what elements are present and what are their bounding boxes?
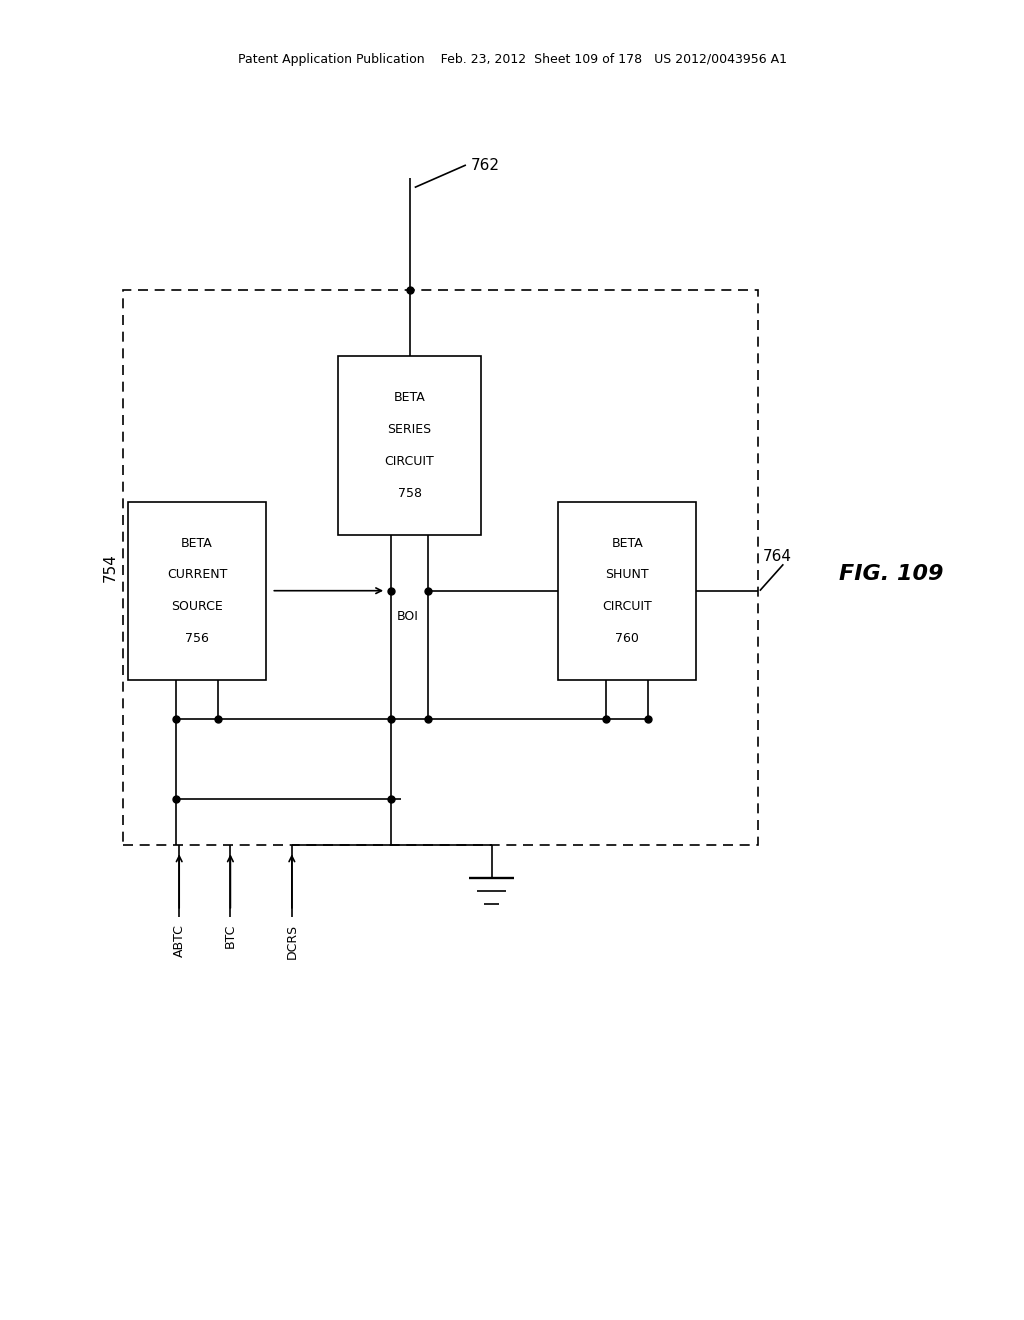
Text: 754: 754 — [102, 553, 118, 582]
Text: FIG. 109: FIG. 109 — [839, 564, 943, 585]
Bar — [338, 356, 481, 535]
Text: 760: 760 — [615, 632, 639, 644]
Text: BETA: BETA — [181, 537, 213, 549]
Text: SOURCE: SOURCE — [171, 601, 223, 612]
Text: 756: 756 — [185, 632, 209, 644]
Text: CIRCUIT: CIRCUIT — [602, 601, 652, 612]
Text: SHUNT: SHUNT — [605, 569, 649, 581]
Text: SERIES: SERIES — [387, 424, 432, 436]
Text: 762: 762 — [471, 157, 500, 173]
Text: BOI: BOI — [396, 610, 418, 623]
Text: DCRS: DCRS — [286, 924, 298, 960]
Text: ABTC: ABTC — [173, 924, 185, 957]
Text: BTC: BTC — [224, 924, 237, 948]
Text: 764: 764 — [763, 549, 792, 565]
Text: CIRCUIT: CIRCUIT — [385, 455, 434, 467]
Text: 758: 758 — [397, 487, 422, 499]
Bar — [558, 502, 696, 680]
Bar — [128, 502, 266, 680]
Bar — [123, 290, 758, 845]
Text: BETA: BETA — [393, 392, 426, 404]
Text: Patent Application Publication    Feb. 23, 2012  Sheet 109 of 178   US 2012/0043: Patent Application Publication Feb. 23, … — [238, 53, 786, 66]
Text: BETA: BETA — [611, 537, 643, 549]
Text: CURRENT: CURRENT — [167, 569, 227, 581]
